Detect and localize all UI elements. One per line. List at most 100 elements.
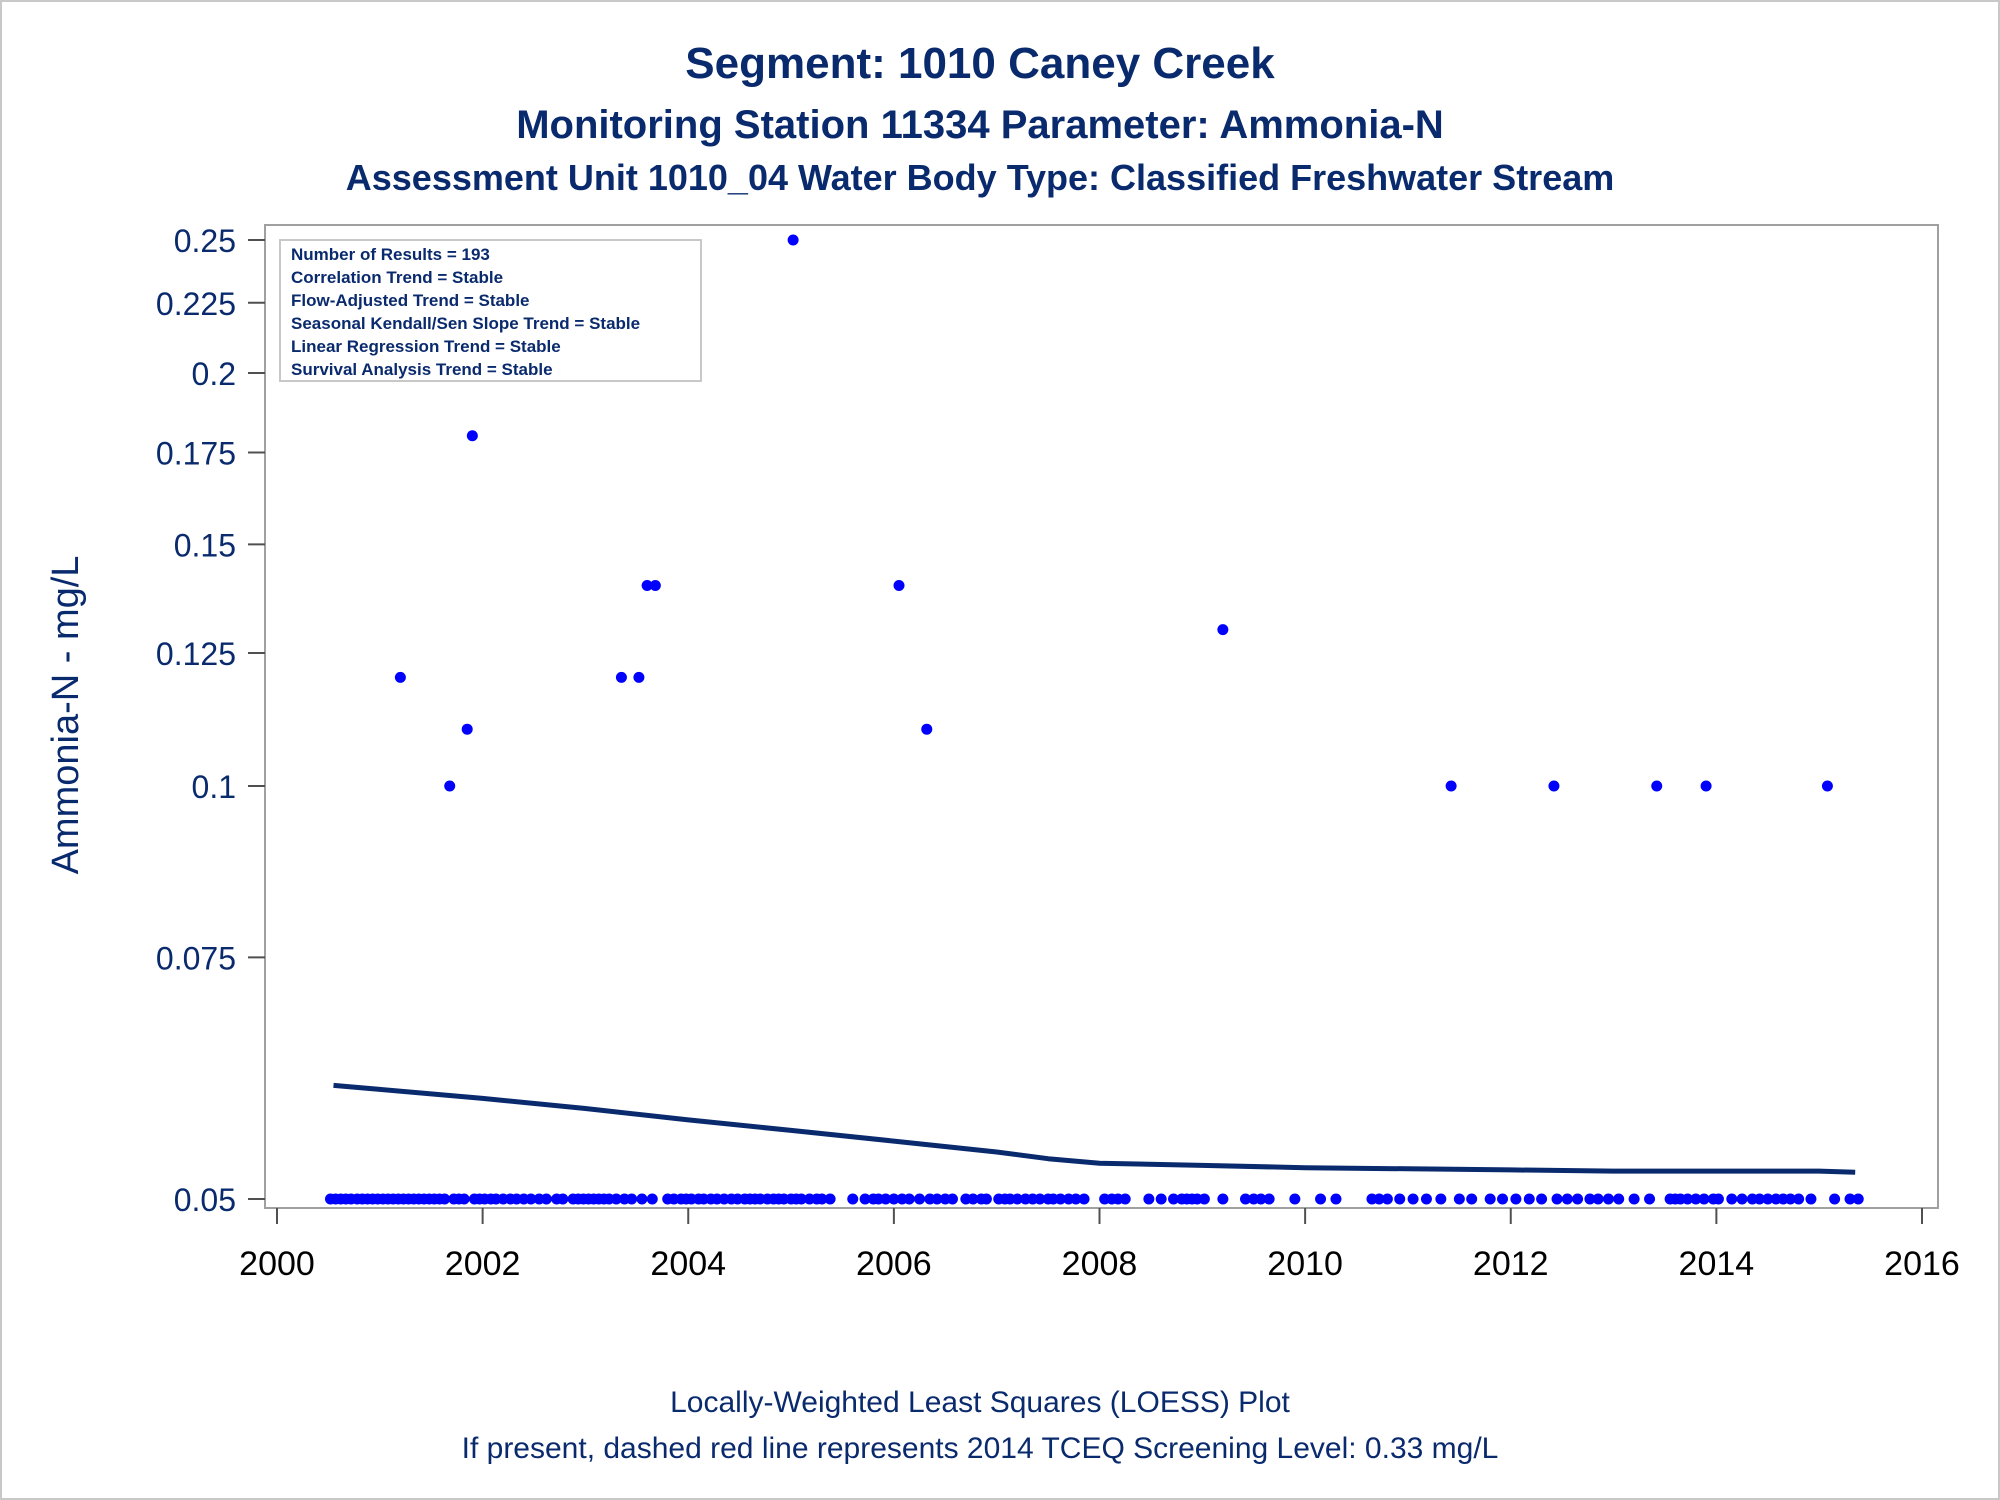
stats-line-seasonal-kendall: Seasonal Kendall/Sen Slope Trend = Stabl… xyxy=(291,314,640,333)
data-point xyxy=(946,1193,958,1205)
stats-line-correlation: Correlation Trend = Stable xyxy=(291,268,503,287)
data-point xyxy=(1407,1193,1419,1205)
data-point xyxy=(1445,780,1457,792)
y-tick-label: 0.075 xyxy=(156,940,236,976)
data-point xyxy=(795,1193,807,1205)
data-point xyxy=(1510,1193,1522,1205)
y-tick-label: 0.225 xyxy=(156,286,236,322)
data-point xyxy=(1289,1193,1301,1205)
data-point xyxy=(394,671,406,683)
y-tick-label: 0.125 xyxy=(156,636,236,672)
x-tick-label: 2014 xyxy=(1679,1245,1755,1283)
data-point xyxy=(980,1193,992,1205)
chart-title-line2: Monitoring Station 11334 Parameter: Ammo… xyxy=(516,103,1444,147)
data-point xyxy=(1762,1193,1774,1205)
data-point xyxy=(1584,1193,1596,1205)
chart-title-line3: Assessment Unit 1010_04 Water Body Type:… xyxy=(346,157,1615,198)
data-point xyxy=(610,1193,622,1205)
y-tick-label: 0.2 xyxy=(192,356,236,392)
footnote-loess: Locally-Weighted Least Squares (LOESS) P… xyxy=(670,1386,1290,1419)
data-point xyxy=(1754,1193,1766,1205)
chart-title-line1: Segment: 1010 Caney Creek xyxy=(685,39,1275,88)
data-point xyxy=(557,1193,569,1205)
data-point xyxy=(1217,624,1229,636)
x-tick-label: 2000 xyxy=(239,1245,315,1283)
data-point xyxy=(1821,780,1833,792)
data-point xyxy=(1551,1193,1563,1205)
data-point xyxy=(1700,780,1712,792)
data-point xyxy=(646,1193,658,1205)
y-tick-label: 0.15 xyxy=(174,527,236,563)
x-tick-label: 2012 xyxy=(1473,1245,1549,1283)
x-tick-label: 2002 xyxy=(445,1245,521,1283)
data-point xyxy=(1536,1193,1548,1205)
data-point xyxy=(1315,1193,1327,1205)
data-point xyxy=(615,671,627,683)
data-point xyxy=(1168,1193,1180,1205)
data-point xyxy=(1373,1193,1385,1205)
y-tick-label: 0.175 xyxy=(156,436,236,472)
data-point xyxy=(1484,1193,1496,1205)
data-point xyxy=(914,1193,926,1205)
data-point xyxy=(1592,1193,1604,1205)
data-point xyxy=(816,1193,828,1205)
data-point xyxy=(1613,1193,1625,1205)
data-point xyxy=(626,1193,638,1205)
data-point xyxy=(1119,1193,1131,1205)
data-point xyxy=(1628,1193,1640,1205)
data-point xyxy=(1011,1193,1023,1205)
stats-box-frame xyxy=(279,239,702,382)
data-point xyxy=(921,723,933,735)
data-points xyxy=(324,234,1864,1205)
data-point xyxy=(1497,1193,1509,1205)
data-point xyxy=(1453,1193,1465,1205)
x-tick-label: 2008 xyxy=(1062,1245,1138,1283)
data-point xyxy=(1381,1193,1393,1205)
x-tick-label: 2010 xyxy=(1267,1245,1343,1283)
data-point xyxy=(824,1193,836,1205)
data-point xyxy=(1561,1193,1573,1205)
y-axis-label: Ammonia-N - mg/L xyxy=(45,556,87,875)
data-point xyxy=(1239,1193,1251,1205)
stats-line-survival: Survival Analysis Trend = Stable xyxy=(291,360,553,379)
data-point xyxy=(1805,1193,1817,1205)
data-point xyxy=(1155,1193,1167,1205)
data-point xyxy=(1844,1193,1856,1205)
data-point xyxy=(1078,1193,1090,1205)
data-point xyxy=(1644,1193,1656,1205)
data-point xyxy=(1420,1193,1432,1205)
y-tick-label: 0.1 xyxy=(192,769,236,805)
footnote-screening-level: If present, dashed red line represents 2… xyxy=(462,1432,1499,1465)
data-point xyxy=(1572,1193,1584,1205)
y-tick-label: 0.05 xyxy=(174,1182,236,1218)
loess-series xyxy=(333,1082,1856,1175)
data-point xyxy=(787,234,799,246)
data-point xyxy=(967,1193,979,1205)
data-point xyxy=(458,1193,470,1205)
data-point xyxy=(1034,1193,1046,1205)
data-point xyxy=(1466,1193,1478,1205)
data-point xyxy=(525,1193,537,1205)
data-point xyxy=(1330,1193,1342,1205)
stats-box: Number of Results = 193 Correlation Tren… xyxy=(279,239,702,382)
data-point xyxy=(1784,1193,1796,1205)
data-point xyxy=(1054,1193,1066,1205)
data-point xyxy=(1255,1193,1267,1205)
data-point xyxy=(461,723,473,735)
data-point xyxy=(1698,1193,1710,1205)
data-point xyxy=(444,780,456,792)
data-point xyxy=(893,579,905,591)
stats-line-linear-regression: Linear Regression Trend = Stable xyxy=(291,337,561,356)
data-point xyxy=(1263,1193,1275,1205)
x-tick-label: 2006 xyxy=(856,1245,932,1283)
data-point xyxy=(1829,1193,1841,1205)
data-point xyxy=(847,1193,859,1205)
data-point xyxy=(859,1193,871,1205)
data-point xyxy=(1217,1193,1229,1205)
data-point xyxy=(1793,1193,1805,1205)
plot-frame xyxy=(264,224,1939,1209)
data-point xyxy=(1523,1193,1535,1205)
data-point xyxy=(931,1193,943,1205)
